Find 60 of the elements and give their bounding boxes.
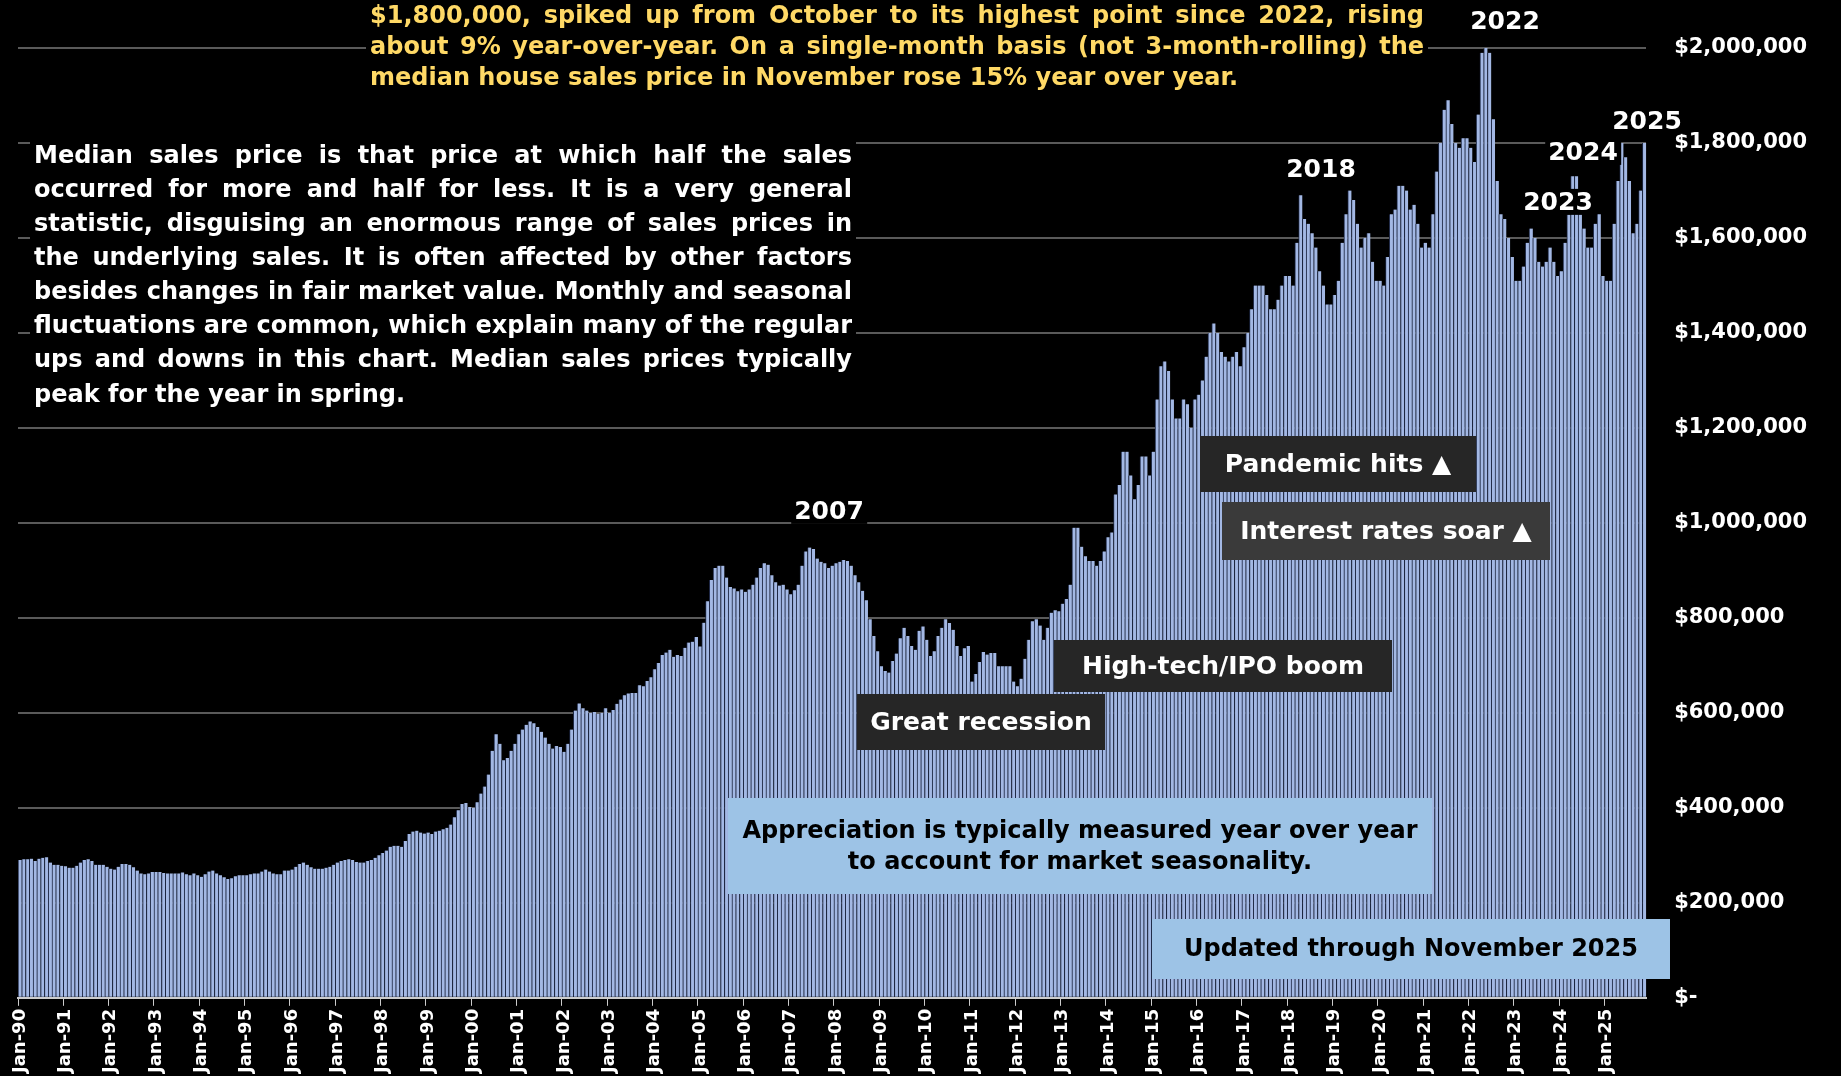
x-tick-label: Jan-18	[1276, 1008, 1298, 1076]
x-tick-label: Jan-08	[823, 1008, 845, 1076]
x-tick-label: Jan-23	[1503, 1008, 1525, 1076]
x-tick-label: Jan-98	[370, 1008, 392, 1076]
x-tick-label: Jan-93	[143, 1008, 165, 1076]
x-tick-label: Jan-91	[52, 1008, 74, 1076]
annotation: $1,800,000, spiked up from October to its highest point since 2022, rising about 9% year-over-year. On a single-month basis (not 3-month-rolling) the median house sales price in November rose 15% year over year.	[366, 0, 1428, 94]
callout-box: Updated through November 2025	[1152, 919, 1670, 979]
annotation: Pandemic hits ▲	[1200, 436, 1476, 492]
x-tick-label: Jan-92	[98, 1008, 120, 1076]
annotation: 2025	[1609, 105, 1685, 135]
x-tick-label: Jan-06	[732, 1008, 754, 1076]
x-tick-label: Jan-96	[279, 1008, 301, 1076]
x-tick-label: Jan-04	[642, 1008, 664, 1076]
y-tick-label: $2,000,000	[1674, 34, 1808, 59]
x-tick-label: Jan-99	[415, 1008, 437, 1076]
x-tick-label: Jan-90	[7, 1008, 29, 1076]
x-tick-label: Jan-95	[234, 1008, 256, 1076]
annotation: 2023	[1520, 186, 1596, 216]
y-tick-label: $-	[1674, 984, 1698, 1009]
x-tick-label: Jan-22	[1458, 1008, 1480, 1076]
y-tick-label: $1,200,000	[1674, 414, 1808, 439]
y-tick-label: $200,000	[1674, 889, 1785, 914]
x-tick-label: Jan-02	[551, 1008, 573, 1076]
x-tick-label: Jan-09	[868, 1008, 890, 1076]
x-tick-label: Jan-17	[1231, 1008, 1253, 1076]
y-tick-label: $800,000	[1674, 604, 1785, 629]
x-tick-label: Jan-94	[188, 1008, 210, 1076]
y-tick-label: $400,000	[1674, 794, 1785, 819]
annotation: High-tech/IPO boom	[1054, 640, 1392, 692]
x-tick-label: Jan-00	[460, 1008, 482, 1076]
x-tick-label: Jan-24	[1548, 1008, 1570, 1076]
x-tick-label: Jan-15	[1140, 1008, 1162, 1076]
annotation: Interest rates soar ▲	[1222, 502, 1550, 560]
y-tick-label: $1,000,000	[1674, 509, 1808, 534]
x-tick-label: Jan-13	[1050, 1008, 1072, 1076]
x-tick-label: Jan-97	[324, 1008, 346, 1076]
x-tick-label: Jan-21	[1412, 1008, 1434, 1076]
x-tick-label: Jan-11	[959, 1008, 981, 1076]
x-tick-label: Jan-25	[1594, 1008, 1616, 1076]
x-tick-label: Jan-01	[506, 1008, 528, 1076]
x-tick-label: Jan-16	[1186, 1008, 1208, 1076]
callout-box: Appreciation is typically measured year over year to account for market seasonality.	[728, 798, 1432, 894]
x-tick-label: Jan-05	[687, 1008, 709, 1076]
annotation: Median sales price is that price at which half the sales occurred for more and half for less. It is a very general statistic, disguising an enormous range of sales prices in the underlying sales. It is often affected by other factors besides changes in fair market value. Monthly and seasonal fluctuations are common, which explain many of the regular ups and downs in this chart. Median sales prices typically peak for the year in spring.	[30, 136, 856, 413]
annotation: 2007	[791, 495, 867, 525]
x-tick-label: Jan-03	[596, 1008, 618, 1076]
annotation: Great recession	[857, 694, 1105, 750]
text: 2022	[1467, 5, 1543, 35]
y-tick-label: $600,000	[1674, 699, 1785, 724]
annotation: 2024	[1545, 136, 1621, 166]
x-tick-label: Jan-10	[914, 1008, 936, 1076]
x-tick-label: Jan-19	[1322, 1008, 1344, 1076]
y-tick-label: $1,400,000	[1674, 319, 1808, 344]
y-tick-label: $1,600,000	[1674, 224, 1808, 249]
annotation: 2018	[1283, 153, 1359, 183]
x-tick-label: Jan-20	[1367, 1008, 1389, 1076]
x-tick-label: Jan-14	[1095, 1008, 1117, 1076]
x-tick-label: Jan-12	[1004, 1008, 1026, 1076]
x-tick-label: Jan-07	[778, 1008, 800, 1076]
